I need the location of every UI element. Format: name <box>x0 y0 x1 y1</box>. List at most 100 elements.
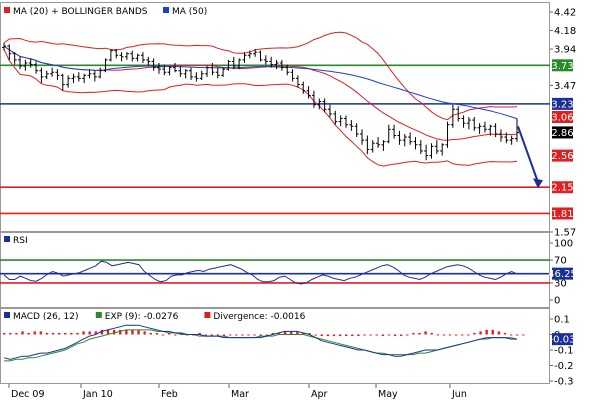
macd-hist-73 <box>448 334 452 336</box>
macd-hist-54 <box>332 334 336 337</box>
macd-hist-14 <box>88 331 91 335</box>
macd-hist-79 <box>485 329 488 335</box>
price-level-1-label: 3.23 <box>551 99 573 110</box>
price-level-2-box <box>552 111 573 123</box>
macd-hist-59 <box>363 334 366 336</box>
x-axis: Dec 09 Jan 10 Feb Mar Apr May Jun <box>8 384 467 400</box>
macd-hist-57 <box>351 334 354 337</box>
macd-hist-18 <box>112 329 116 335</box>
legend-label-0: MACD (26, 12) <box>13 312 79 322</box>
macd-hist-51 <box>314 334 317 336</box>
macd-hist-80 <box>491 329 494 335</box>
macd-hist-33 <box>204 334 207 336</box>
macd-hist-8 <box>51 332 55 335</box>
price-level-4-box <box>552 149 573 162</box>
legend-label-2: Divergence: -0.0016 <box>213 312 305 322</box>
rsi-panel: 100 70 30 0 46.25 RSI <box>0 232 577 308</box>
macd-hist-44 <box>271 332 275 335</box>
macd-hist-71 <box>436 334 440 336</box>
forecast-arrow-line <box>517 126 539 183</box>
price-tick-4-label: 1.57 <box>554 228 576 239</box>
macd-frame <box>0 308 550 384</box>
macd-hist-56 <box>345 334 348 337</box>
macd-hist-75 <box>461 334 464 336</box>
price-tick-0-label: 4.42 <box>554 8 576 19</box>
macd-hist-49 <box>302 332 305 335</box>
macd-hist-26 <box>161 334 165 336</box>
rsi-current-label: 46.25 <box>548 269 577 280</box>
macd-hist-22 <box>137 329 140 335</box>
macd-hist-45 <box>277 332 281 335</box>
macd-hist-61 <box>375 334 378 336</box>
macd-hist-74 <box>454 334 458 336</box>
price-level-6-box <box>552 207 573 220</box>
price-tick-2-label: 3.94 <box>554 45 576 56</box>
price-level-0-label: 3.73 <box>551 61 573 72</box>
forecast-arrow-head <box>533 178 543 189</box>
macd-hist-11 <box>70 332 73 335</box>
macd-hist-76 <box>467 334 470 336</box>
macd-hist-34 <box>210 334 214 336</box>
macd-tick-3-label: -0.2 <box>554 361 574 372</box>
legend-label-0: MA (20) + BOLLINGER BANDS <box>13 7 148 17</box>
macd-hist-23 <box>143 331 146 335</box>
macd-hist-55 <box>338 334 342 337</box>
macd-hist-83 <box>509 334 513 336</box>
macd-hist-37 <box>228 334 232 336</box>
macd-hist-81 <box>497 331 501 335</box>
macd-hist-66 <box>406 334 409 336</box>
macd-hist-1 <box>9 332 12 335</box>
legend-label-1: MA (50) <box>172 7 207 17</box>
macd-hist-41 <box>253 334 256 336</box>
x-label-3: Mar <box>231 389 249 400</box>
price-level-3-label: 2.86 <box>551 128 573 139</box>
x-label-6: Jun <box>451 389 467 400</box>
x-label-1: Jan 10 <box>82 389 113 400</box>
rsi-line <box>3 260 518 285</box>
macd-signal-line <box>4 329 518 362</box>
macd-hist-15 <box>94 331 98 335</box>
price-level-1-box <box>552 97 573 110</box>
macd-hist-5 <box>33 331 36 335</box>
macd-hist-3 <box>21 331 24 335</box>
rsi-tick-4-label: 0 <box>554 296 560 307</box>
macd-hist-20 <box>125 329 128 335</box>
macd-hist-27 <box>167 332 171 335</box>
macd-line <box>3 324 517 360</box>
macd-hist-60 <box>369 334 372 336</box>
legend-label-1: EXP (9): -0.0276 <box>105 312 179 322</box>
macd-hist-0 <box>3 332 6 335</box>
legend-swatch-2 <box>204 312 211 318</box>
bollinger-upper <box>3 31 518 121</box>
macd-hist-19 <box>119 329 122 335</box>
macd-hist-39 <box>241 334 244 336</box>
price-level-0-box <box>552 59 573 72</box>
price-panel: 4.42 4.18 3.94 3.47 1.57 3.73 3.23 3.06 2.86 2.56… <box>0 2 576 239</box>
macd-hist-67 <box>412 332 415 335</box>
price-tick-1-label: 4.18 <box>554 26 576 37</box>
legend-swatch-1 <box>95 312 102 318</box>
macd-hist-28 <box>174 334 177 336</box>
macd-hist-9 <box>57 332 61 335</box>
rsi-tick-3-label: 30 <box>554 278 567 289</box>
legend-label-0: RSI <box>13 236 28 246</box>
x-label-5: May <box>378 389 398 400</box>
macd-hist-78 <box>479 331 482 335</box>
macd-hist-43 <box>265 334 269 336</box>
macd-hist-64 <box>393 334 397 337</box>
price-level-3-box <box>552 126 573 139</box>
macd-hist-85 <box>522 334 525 336</box>
macd-hist-12 <box>76 332 79 335</box>
macd-hist-84 <box>516 334 519 336</box>
macd-hist-48 <box>296 331 299 335</box>
macd-hist-42 <box>259 334 262 337</box>
x-label-0: Dec 09 <box>11 389 45 400</box>
macd-hist-58 <box>357 334 360 337</box>
macd-hist-10 <box>64 332 67 335</box>
macd-hist-2 <box>15 332 18 335</box>
macd-hist-46 <box>283 331 287 335</box>
macd-hist-25 <box>155 332 159 335</box>
macd-hist-40 <box>247 334 250 336</box>
macd-tick-2-label: -0.1 <box>554 346 574 357</box>
